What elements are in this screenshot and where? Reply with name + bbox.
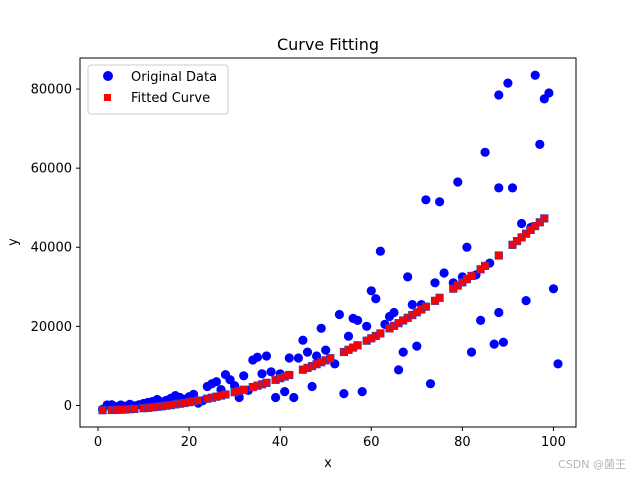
- data-point-fitted: [467, 271, 476, 281]
- data-point-original: [362, 321, 372, 331]
- data-point-original: [403, 272, 413, 282]
- plot-marks: [97, 70, 563, 415]
- data-point-original: [357, 387, 367, 397]
- data-point-original: [476, 315, 486, 325]
- data-point-original: [548, 284, 559, 294]
- data-point-original: [480, 147, 490, 157]
- data-point-fitted: [421, 302, 431, 311]
- legend-marker-fitted: [104, 94, 111, 101]
- data-point-fitted: [98, 406, 107, 415]
- data-point-original: [407, 300, 417, 310]
- data-point-original: [394, 365, 404, 375]
- data-point-original: [435, 197, 445, 207]
- data-point-original: [453, 177, 463, 187]
- x-tick-label: 20: [181, 435, 198, 450]
- data-point-original: [371, 294, 381, 304]
- data-point-fitted: [353, 341, 362, 350]
- data-point-original: [412, 341, 422, 351]
- data-point-original: [503, 78, 513, 88]
- data-point-original: [439, 268, 449, 278]
- data-point-original: [316, 323, 326, 333]
- data-point-original: [494, 183, 504, 193]
- plot-area: [97, 70, 563, 415]
- data-point-original: [343, 331, 354, 341]
- data-point-original: [366, 286, 376, 296]
- x-tick-label: 60: [363, 435, 380, 450]
- data-point-original: [353, 315, 363, 325]
- axes-frame: [79, 57, 577, 428]
- data-point-original: [421, 195, 431, 205]
- legend-label-fitted: Fitted Curve: [131, 91, 210, 106]
- data-point-fitted: [435, 293, 444, 302]
- data-point-original: [211, 377, 221, 387]
- watermark: CSDN @菌王: [558, 458, 626, 471]
- data-point-original: [261, 351, 272, 361]
- data-point-fitted: [480, 261, 490, 271]
- data-point-original: [430, 278, 440, 288]
- data-point-original: [389, 307, 399, 318]
- data-point-original: [284, 353, 294, 363]
- data-point-original: [462, 242, 472, 252]
- legend-box: [87, 64, 229, 115]
- y-tick-label: 20000: [31, 320, 72, 335]
- data-point-original: [530, 70, 540, 80]
- data-point-fitted: [130, 404, 139, 414]
- x-tick-label: 0: [94, 435, 102, 450]
- data-point-fitted: [326, 354, 335, 363]
- data-point-original: [307, 381, 317, 392]
- x-tick-label: 40: [272, 435, 289, 450]
- data-point-fitted: [239, 385, 248, 394]
- chart-title: Curve Fitting: [277, 35, 379, 54]
- data-point-original: [239, 371, 249, 381]
- data-point-fitted: [194, 396, 203, 405]
- data-point-original: [466, 347, 477, 357]
- data-point-original: [425, 379, 436, 389]
- data-point-original: [553, 359, 563, 369]
- data-point-original: [280, 387, 290, 397]
- x-tick-label: 100: [541, 435, 566, 450]
- x-axis: 0 20 40 60 80 100: [94, 427, 566, 450]
- data-point-original: [302, 347, 313, 357]
- data-point-fitted: [221, 390, 230, 399]
- data-point-fitted: [494, 251, 503, 260]
- data-point-fitted: [540, 214, 549, 223]
- y-tick-label: 40000: [31, 241, 72, 256]
- x-tick-label: 80: [454, 435, 471, 450]
- data-point-original: [507, 183, 518, 193]
- data-point-original: [293, 353, 303, 363]
- data-point-original: [544, 88, 554, 98]
- legend-marker-original: [103, 71, 113, 81]
- data-point-original: [257, 369, 267, 379]
- data-point-original: [521, 296, 531, 306]
- data-point-original: [321, 345, 331, 355]
- data-point-original: [535, 139, 545, 149]
- data-point-original: [517, 218, 527, 229]
- data-point-original: [289, 392, 299, 403]
- data-point-original: [271, 392, 281, 403]
- data-point-original: [398, 347, 408, 357]
- legend-label-original: Original Data: [131, 70, 217, 85]
- y-tick-label: 80000: [31, 83, 72, 98]
- data-point-original: [375, 246, 385, 256]
- data-point-original: [494, 90, 504, 100]
- y-tick-label: 0: [64, 399, 72, 414]
- data-point-original: [298, 335, 308, 345]
- data-point-original: [489, 339, 499, 349]
- y-axis: 0 20000 40000 60000 80000: [31, 83, 80, 414]
- data-point-original: [334, 309, 344, 320]
- data-point-original: [494, 307, 504, 318]
- data-point-original: [266, 367, 276, 377]
- data-point-fitted: [376, 329, 385, 338]
- x-axis-label: x: [324, 456, 332, 471]
- y-tick-label: 60000: [31, 162, 72, 177]
- data-point-original: [498, 337, 508, 347]
- data-point-fitted: [285, 370, 294, 380]
- y-axis-label: y: [6, 238, 21, 246]
- data-point-fitted: [262, 378, 271, 387]
- legend: Original Data Fitted Curve: [87, 64, 229, 115]
- data-point-original: [252, 352, 262, 362]
- data-point-original: [339, 389, 349, 399]
